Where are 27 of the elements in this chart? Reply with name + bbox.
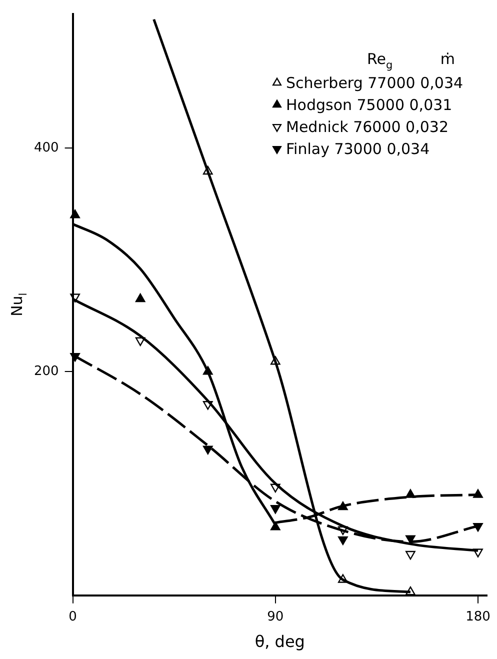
point bbox=[202, 401, 213, 410]
x-axis-title: θ, deg bbox=[254, 632, 305, 651]
y-tick-label: 400 bbox=[34, 140, 59, 156]
legend-label: Mednick 76000 0,032 bbox=[286, 118, 448, 136]
point bbox=[135, 293, 146, 302]
point bbox=[202, 366, 213, 375]
point bbox=[270, 356, 280, 365]
point bbox=[70, 210, 80, 218]
point bbox=[70, 352, 80, 362]
point bbox=[270, 484, 280, 493]
x-tick-label: 0 bbox=[68, 610, 77, 625]
legend-label: Hodgson 75000 0,031 bbox=[286, 96, 452, 114]
point bbox=[202, 446, 213, 454]
legend-label: Scherberg 77000 0,034 bbox=[286, 74, 464, 92]
point bbox=[202, 166, 213, 175]
legend-label: Finlay 73000 0,034 bbox=[286, 140, 430, 158]
point bbox=[270, 505, 280, 514]
x-tick-label: 90 bbox=[267, 610, 284, 625]
y-axis-title: Nul bbox=[8, 292, 30, 316]
point bbox=[406, 535, 416, 544]
y-tick-label: 200 bbox=[34, 364, 59, 380]
point bbox=[135, 337, 146, 346]
point bbox=[406, 550, 416, 560]
point bbox=[473, 548, 483, 558]
x-tick-label: 180 bbox=[466, 610, 490, 625]
point bbox=[338, 536, 348, 546]
point bbox=[473, 522, 483, 532]
